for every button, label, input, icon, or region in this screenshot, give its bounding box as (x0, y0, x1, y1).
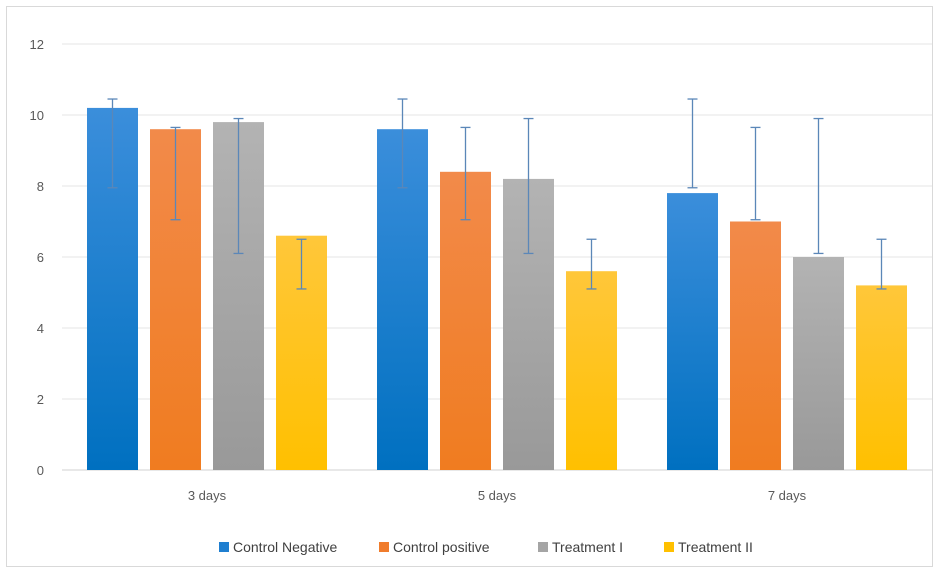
legend-label: Treatment II (678, 539, 753, 555)
bar-treatment-i-7-days (793, 257, 844, 470)
chart-frame: 0 2 4 6 8 10 12 3 days 5 days 7 days Control Neg… (6, 6, 933, 567)
legend-swatch (538, 542, 548, 552)
y-tick-label: 2 (37, 392, 44, 407)
y-tick-label: 0 (37, 463, 44, 478)
bars (87, 107, 907, 471)
bar-control-positive-7-days (730, 221, 781, 470)
bar-chart: 0 2 4 6 8 10 12 3 days 5 days 7 days Control Neg… (30, 37, 932, 555)
legend-label: Treatment I (552, 539, 623, 555)
y-axis-ticks: 0 2 4 6 8 10 12 (30, 37, 44, 478)
legend-swatch (219, 542, 229, 552)
legend-label: Control Negative (233, 539, 337, 555)
legend-swatch (664, 542, 674, 552)
bar-control-positive-5-days (440, 171, 491, 471)
x-axis-ticks: 3 days 5 days 7 days (188, 488, 807, 503)
legend-item: Treatment II (664, 539, 753, 555)
legend: Control Negative Control positive Treatmen… (219, 539, 753, 555)
legend-swatch (379, 542, 389, 552)
legend-item: Treatment I (538, 539, 623, 555)
legend-item: Control Negative (219, 539, 337, 555)
error-bars (107, 98, 887, 290)
legend-item: Control positive (379, 539, 490, 555)
gridlines (62, 43, 932, 471)
x-tick-label: 5 days (478, 488, 517, 503)
bar-treatment-ii-7-days (856, 285, 907, 470)
y-tick-label: 6 (37, 250, 44, 265)
x-tick-label: 7 days (768, 488, 807, 503)
bar-treatment-ii-5-days (566, 271, 617, 470)
legend-label: Control positive (393, 539, 490, 555)
y-tick-label: 12 (30, 37, 44, 52)
x-tick-label: 3 days (188, 488, 227, 503)
y-tick-label: 4 (37, 321, 44, 336)
y-tick-label: 8 (37, 179, 44, 194)
bar-control-negative-7-days (667, 193, 718, 470)
y-tick-label: 10 (30, 108, 44, 123)
